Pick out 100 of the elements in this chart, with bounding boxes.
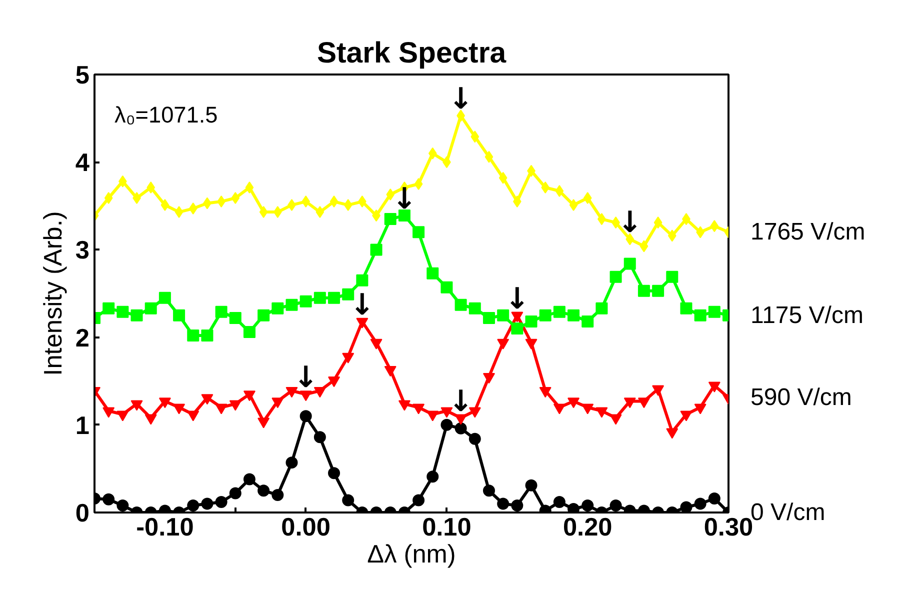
annotation: ↓ <box>350 288 374 322</box>
x-tick-label: 0.00 <box>281 514 330 542</box>
point <box>640 240 648 252</box>
x-tick-label: 0.10 <box>422 514 472 542</box>
point <box>694 309 706 322</box>
x-tick-label: 0.20 <box>562 514 612 542</box>
series-label: 1765 V/cm <box>750 218 866 246</box>
point <box>582 316 594 328</box>
point <box>569 199 578 212</box>
annotation: λ₀=1071.5 <box>114 102 218 128</box>
point <box>525 338 538 350</box>
point <box>102 493 115 506</box>
y-tick-label: 2 <box>75 324 90 352</box>
point <box>680 302 692 314</box>
point <box>314 292 326 304</box>
point <box>314 431 326 444</box>
y-axis-title: Intensity (Arb.) <box>39 211 68 376</box>
series-label: 590 V/cm <box>750 384 852 412</box>
point <box>582 500 594 512</box>
point <box>201 498 214 510</box>
point <box>553 496 566 508</box>
point <box>440 281 453 294</box>
point <box>286 298 298 311</box>
point <box>497 338 510 350</box>
point <box>610 500 622 512</box>
point <box>541 182 550 194</box>
point <box>610 270 622 283</box>
point <box>426 470 439 483</box>
point <box>243 326 256 338</box>
annotation: ↓ <box>448 384 474 418</box>
point <box>482 312 495 324</box>
point <box>454 298 467 311</box>
point <box>259 206 268 218</box>
point <box>130 309 143 322</box>
point <box>300 410 312 422</box>
point <box>316 206 324 218</box>
point <box>497 498 510 510</box>
point <box>412 226 425 238</box>
point <box>708 306 720 318</box>
point <box>188 202 198 215</box>
point <box>144 302 157 314</box>
point <box>146 182 156 194</box>
point <box>356 318 368 328</box>
point <box>116 306 129 318</box>
point <box>231 192 240 204</box>
annotation: ↓ <box>618 205 642 240</box>
point <box>104 192 113 204</box>
point <box>173 309 186 322</box>
point <box>272 302 284 314</box>
point <box>243 473 256 486</box>
point <box>258 309 270 322</box>
point <box>370 244 382 256</box>
point <box>370 338 382 350</box>
series-label: 1175 V/cm <box>750 302 864 329</box>
point <box>454 422 467 434</box>
point <box>583 192 592 204</box>
point <box>680 501 692 512</box>
point <box>426 267 439 280</box>
point <box>201 330 214 342</box>
point <box>258 484 270 497</box>
point <box>384 213 396 226</box>
point <box>539 309 552 322</box>
point <box>428 147 437 160</box>
point <box>666 270 678 283</box>
annotation: ↓ <box>294 360 318 394</box>
point <box>286 456 298 469</box>
point <box>174 206 184 218</box>
point <box>468 432 481 445</box>
point <box>596 302 608 314</box>
point <box>272 488 284 501</box>
point <box>440 418 453 431</box>
annotation: ↓ <box>392 182 417 216</box>
point <box>187 500 200 512</box>
point <box>694 498 706 510</box>
point <box>344 199 352 212</box>
point <box>342 288 354 300</box>
annotation: ↓ <box>504 281 530 316</box>
point <box>273 206 282 218</box>
point <box>652 284 664 297</box>
point <box>386 188 395 201</box>
point <box>342 352 354 364</box>
point <box>482 484 495 497</box>
point <box>511 500 524 512</box>
point <box>568 503 580 512</box>
legend-label: 0 V/cm <box>750 499 826 526</box>
point <box>398 210 410 222</box>
point <box>484 150 494 163</box>
point <box>652 385 664 396</box>
point <box>498 172 508 184</box>
point <box>626 233 634 246</box>
point <box>245 182 254 194</box>
point <box>342 494 354 506</box>
point <box>525 316 538 328</box>
point <box>414 178 423 190</box>
point <box>708 492 720 504</box>
point <box>568 309 580 322</box>
point <box>215 306 228 318</box>
point <box>654 216 662 229</box>
point <box>412 494 425 506</box>
point <box>356 274 368 286</box>
